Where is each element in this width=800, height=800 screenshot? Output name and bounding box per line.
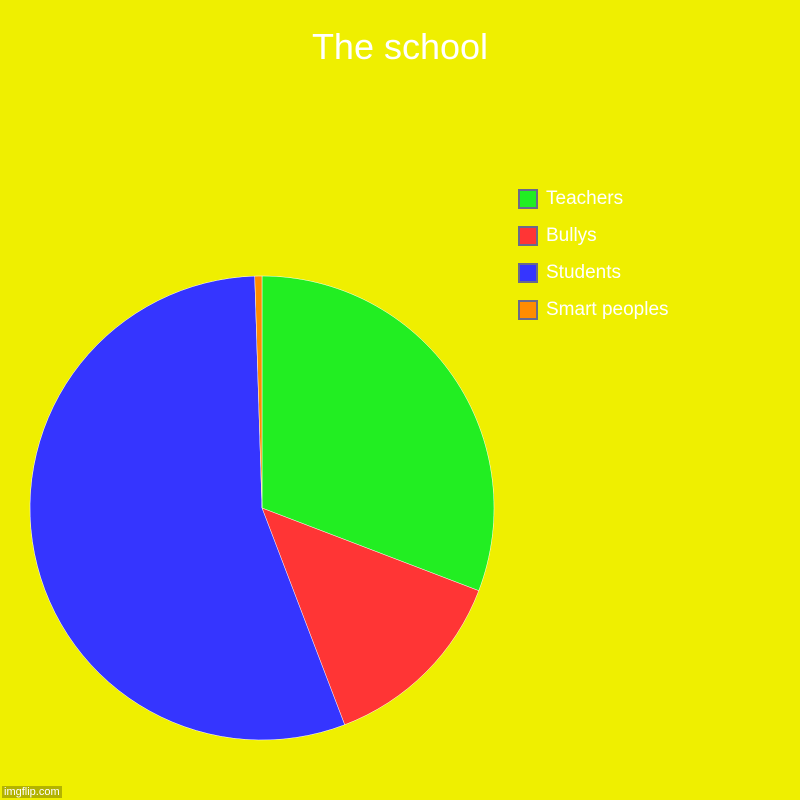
legend-label: Bullys <box>546 224 597 246</box>
pie-slice-smart-peoples <box>254 275 263 509</box>
pie-slice-students <box>29 275 346 741</box>
watermark: imgflip.com <box>2 786 62 798</box>
legend-item-students: Students <box>518 254 669 291</box>
legend-label: Teachers <box>546 187 624 209</box>
legend-label: Smart peoples <box>546 298 669 320</box>
pie-slice-bullys <box>261 507 480 726</box>
legend-label: Students <box>546 261 621 283</box>
legend-item-smart-peoples: Smart peoples <box>518 291 669 328</box>
legend: Teachers Bullys Students Smart peoples <box>518 180 669 328</box>
legend-swatch <box>518 299 538 320</box>
legend-item-teachers: Teachers <box>518 180 669 217</box>
chart-title: The school <box>311 26 489 67</box>
legend-swatch <box>518 262 538 283</box>
legend-swatch <box>518 225 538 246</box>
pie-slice-teachers <box>261 275 495 592</box>
legend-item-bullys: Bullys <box>518 217 669 254</box>
legend-swatch <box>518 188 538 209</box>
